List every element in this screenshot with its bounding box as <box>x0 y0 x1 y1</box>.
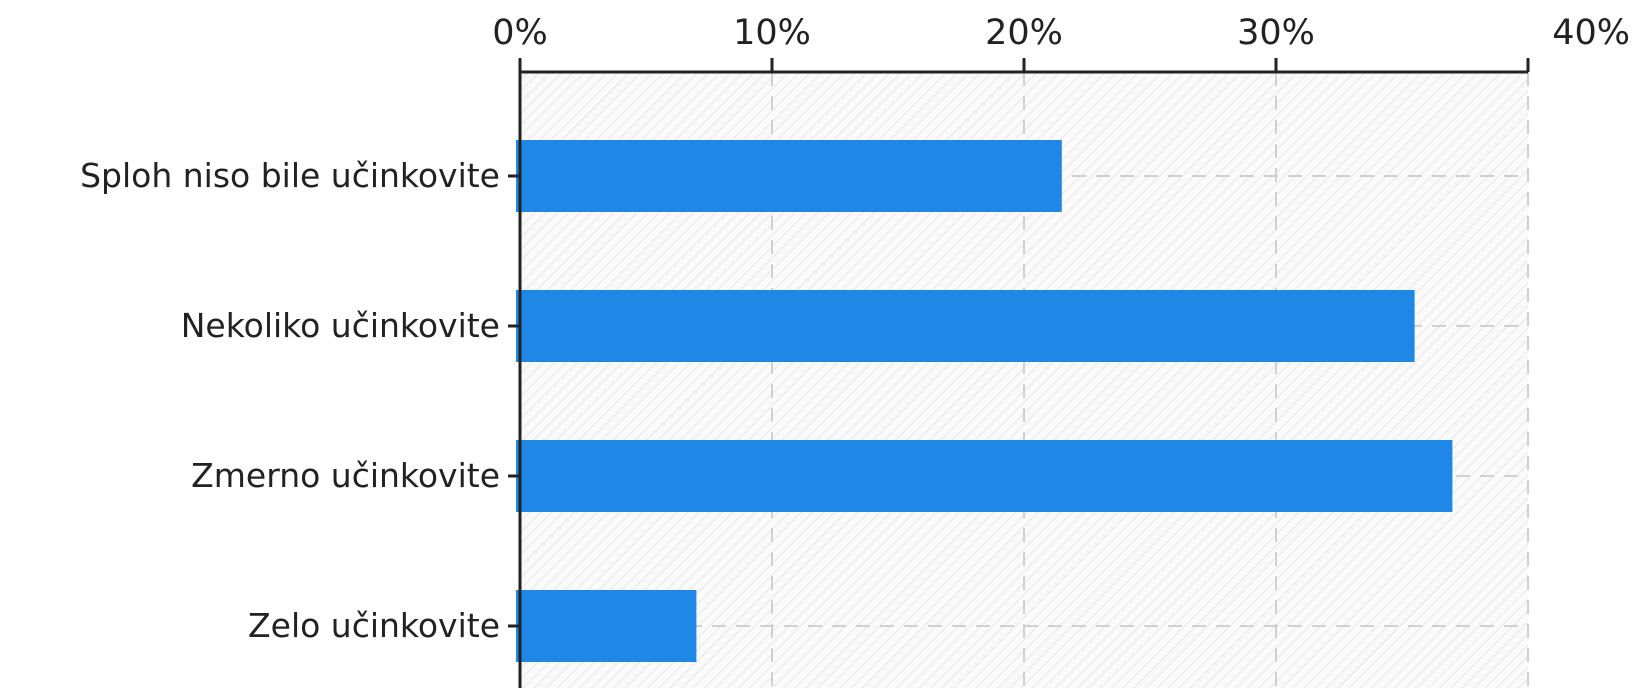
x-tick-label-0: 0% <box>492 13 548 53</box>
bar-3 <box>516 590 697 662</box>
x-tick-label-4: 40% <box>1552 13 1630 53</box>
bars <box>516 140 1453 662</box>
x-tick-label-2: 20% <box>985 13 1063 53</box>
category-label-3: Zelo učinkovite <box>248 606 500 645</box>
category-label-2: Zmerno učinkovite <box>191 456 500 495</box>
labels: 0% 10% 20% 30% 40% Sploh niso bile učinkovite… <box>80 13 1630 645</box>
bar-1 <box>516 290 1415 362</box>
x-tick-label-1: 10% <box>733 13 811 53</box>
axes <box>508 58 1530 688</box>
category-label-1: Nekoliko učinkovite <box>181 306 500 345</box>
category-label-0: Sploh niso bile učinkovite <box>80 156 500 195</box>
x-tick-label-3: 30% <box>1237 13 1315 53</box>
bar-2 <box>516 440 1453 512</box>
bar-0 <box>516 140 1062 212</box>
